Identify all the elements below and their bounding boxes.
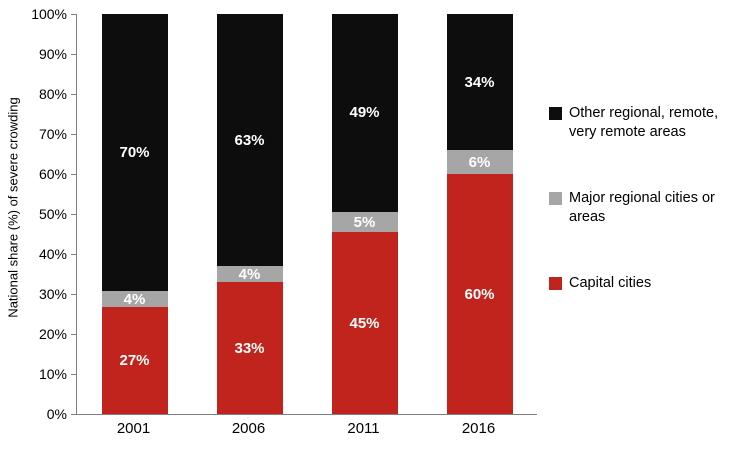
plot-area: 27% 4% 70% 33% 4% 63% 45% 5% 49% 60% 6% 34% bbox=[76, 13, 537, 415]
x-tick-label: 2016 bbox=[461, 420, 496, 437]
y-axis-title-column: National share (%) of severe crowding bbox=[0, 0, 26, 414]
bar-segment: 4% bbox=[216, 265, 283, 283]
x-tick-label: 2001 bbox=[116, 420, 151, 437]
bar-value-label: 49% bbox=[349, 104, 380, 122]
y-tick-mark bbox=[71, 54, 76, 55]
bar-2006: 33% 4% 63% bbox=[216, 14, 283, 414]
bar-value-label: 63% bbox=[234, 131, 265, 149]
bar-value-label: 5% bbox=[353, 213, 376, 231]
legend-item: Other regional, remote, very remote area… bbox=[549, 104, 754, 141]
legend-label: Other regional, remote, very remote area… bbox=[569, 105, 719, 140]
legend-label: Capital cities bbox=[569, 275, 652, 292]
x-tick-label: 2011 bbox=[347, 420, 380, 437]
legend-label: Major regional cities or areas bbox=[569, 190, 715, 225]
bar-segment: 45% bbox=[331, 232, 398, 414]
y-tick-label: 10% bbox=[38, 366, 67, 382]
bar-segment: 49% bbox=[331, 14, 398, 212]
bar-segment: 63% bbox=[216, 14, 283, 266]
plot-column: 27% 4% 70% 33% 4% 63% 45% 5% 49% 60% 6% 34% 2001 200… bbox=[76, 13, 537, 451]
bar-segment: 5% bbox=[331, 211, 398, 233]
y-tick-mark bbox=[71, 294, 76, 295]
y-tick-label: 70% bbox=[38, 126, 67, 142]
bar-value-label: 4% bbox=[238, 265, 261, 283]
bar-segment: 70% bbox=[101, 13, 168, 292]
bar-segment: 60% bbox=[446, 174, 513, 414]
bar-segment: 4% bbox=[101, 290, 168, 308]
bar-value-label: 33% bbox=[234, 339, 265, 357]
bar-value-label: 34% bbox=[464, 73, 495, 91]
y-tick-mark bbox=[71, 374, 76, 375]
bar-segment: 6% bbox=[446, 150, 513, 174]
bar-value-label: 45% bbox=[349, 314, 380, 332]
y-tick-mark bbox=[71, 254, 76, 255]
y-tick-mark bbox=[71, 414, 76, 415]
y-tick-label: 60% bbox=[38, 166, 67, 182]
y-tick-label: 30% bbox=[38, 286, 67, 302]
legend-swatch bbox=[549, 277, 562, 291]
bar-2011: 45% 5% 49% bbox=[331, 14, 398, 414]
legend-swatch bbox=[549, 107, 562, 120]
bars: 27% 4% 70% 33% 4% 63% 45% 5% 49% 60% 6% 34% bbox=[77, 13, 537, 414]
y-tick-mark bbox=[71, 14, 76, 15]
y-tick-label: 50% bbox=[38, 206, 67, 222]
x-tick-label: 2006 bbox=[231, 420, 266, 437]
y-tick-mark bbox=[71, 134, 76, 135]
legend: Other regional, remote, very remote area… bbox=[537, 0, 754, 451]
y-tick-mark bbox=[71, 334, 76, 335]
y-tick-mark bbox=[71, 214, 76, 215]
y-tick-label: 0% bbox=[46, 406, 67, 422]
legend-item: Capital cities bbox=[549, 274, 754, 293]
legend-item: Major regional cities or areas bbox=[549, 189, 754, 226]
x-labels: 2001 2006 2011 2016 bbox=[76, 420, 536, 437]
y-axis-title: National share (%) of severe crowding bbox=[5, 96, 21, 318]
y-tick-label: 80% bbox=[38, 86, 67, 102]
bar-value-label: 27% bbox=[119, 352, 150, 370]
bar-segment: 34% bbox=[446, 14, 513, 150]
bar-2016: 60% 6% 34% bbox=[446, 14, 513, 414]
bar-2001: 27% 4% 70% bbox=[101, 13, 168, 414]
y-tick-label: 100% bbox=[31, 6, 67, 22]
bar-segment: 27% bbox=[101, 307, 168, 414]
y-axis: 100% 90% 80% 70% 60% 50% 40% 30% 20% 10% 0% bbox=[26, 6, 76, 422]
bar-value-label: 6% bbox=[468, 153, 491, 171]
bar-value-label: 4% bbox=[123, 290, 146, 308]
bar-value-label: 70% bbox=[119, 144, 150, 162]
y-tick-label: 20% bbox=[38, 326, 67, 342]
y-tick-mark bbox=[71, 174, 76, 175]
bar-value-label: 60% bbox=[464, 285, 495, 303]
y-tick-label: 90% bbox=[38, 46, 67, 62]
y-tick-label: 40% bbox=[38, 246, 67, 262]
y-tick-mark bbox=[71, 94, 76, 95]
legend-swatch bbox=[549, 192, 562, 206]
bar-segment: 33% bbox=[216, 282, 283, 414]
